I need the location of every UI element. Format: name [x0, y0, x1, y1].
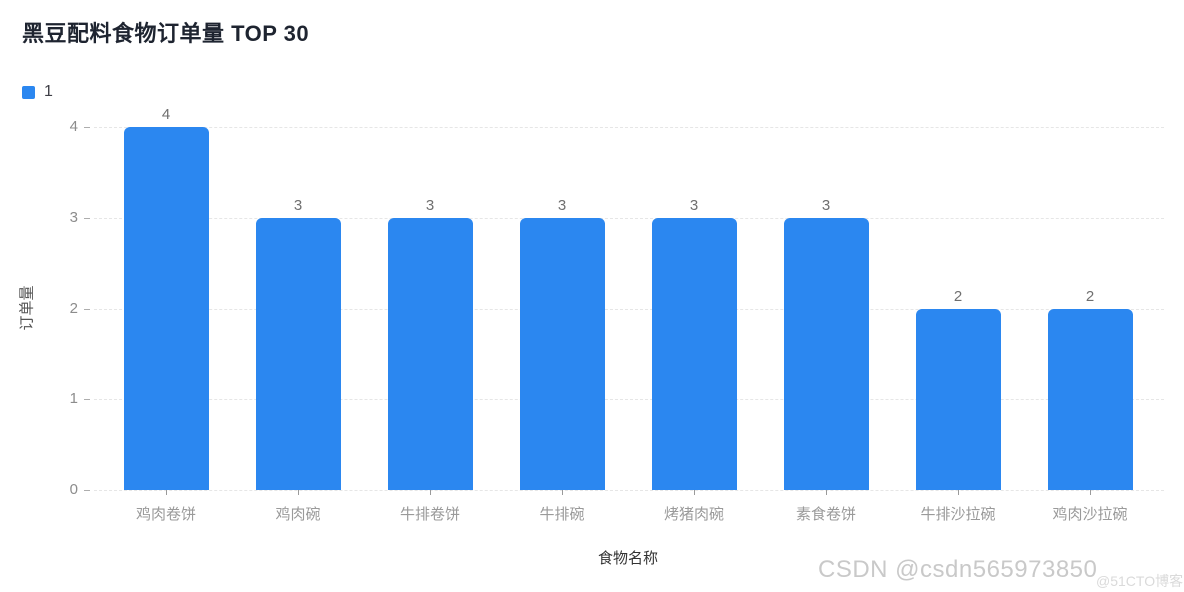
plot-area: 4 鸡肉卷饼 3 鸡肉碗 3 牛排卷饼 3 牛排碗 3 烤猪肉碗 3 素食卷饼 2 牛排沙拉碗 2 鸡肉沙拉碗: [94, 107, 1164, 523]
bar[interactable]: [519, 217, 605, 490]
x-axis-category-label: 牛排碗: [539, 506, 585, 523]
bar-slot: 3 鸡肉碗: [232, 127, 364, 523]
bar[interactable]: [915, 308, 1001, 490]
x-axis-tick: [298, 490, 299, 495]
x-axis-title: 食物名称: [597, 550, 658, 567]
watermark-csdn: CSDN @csdn565973850: [818, 556, 1098, 583]
x-axis-category-label: 鸡肉碗: [275, 506, 321, 523]
bar-value-label: 2: [1085, 287, 1095, 305]
y-axis-title: 订单量: [18, 285, 36, 331]
bar-series: 4 鸡肉卷饼 3 鸡肉碗 3 牛排卷饼 3 牛排碗 3 烤猪肉碗 3 素食卷饼 2 牛排沙拉碗 2 鸡肉沙拉碗: [100, 107, 1156, 523]
gridline: [94, 308, 1164, 310]
bar-slot: 3 素食卷饼: [760, 127, 892, 523]
legend-label: 1: [44, 83, 53, 100]
bar-slot: 3 牛排卷饼: [364, 127, 496, 523]
x-axis-category-label: 牛排沙拉碗: [920, 506, 996, 523]
y-axis-tick-label: 2: [69, 299, 78, 317]
legend-item[interactable]: 1: [22, 84, 53, 100]
y-axis-tick: [84, 490, 90, 491]
x-axis-tick: [166, 490, 167, 495]
x-axis-tick: [958, 490, 959, 495]
bar[interactable]: [651, 217, 737, 490]
x-axis-category-label: 烤猪肉碗: [663, 506, 724, 523]
bar-value-label: 2: [953, 287, 963, 305]
x-axis-category-label: 鸡肉沙拉碗: [1052, 506, 1128, 523]
y-axis-tick: [84, 308, 90, 310]
bar[interactable]: [123, 127, 209, 490]
x-axis-category-label: 鸡肉卷饼: [135, 506, 196, 523]
bar[interactable]: [387, 217, 473, 490]
bar-value-label: 3: [689, 196, 699, 214]
legend-swatch: [22, 85, 35, 99]
gridline: [94, 217, 1164, 219]
x-axis-category-label: 素食卷饼: [795, 506, 856, 523]
bar-value-label: 4: [161, 106, 171, 123]
bar-slot: 3 烤猪肉碗: [628, 127, 760, 523]
bar[interactable]: [783, 217, 869, 490]
x-axis-tick: [826, 490, 827, 495]
bar-slot: 4 鸡肉卷饼: [100, 107, 232, 523]
x-axis-tick: [562, 490, 563, 495]
chart-title: 黑豆配料食物订单量 TOP 30: [22, 21, 310, 46]
bar-slot: 2 牛排沙拉碗: [892, 127, 1024, 523]
bar[interactable]: [255, 217, 341, 490]
gridline: [94, 490, 1164, 491]
x-axis-tick: [694, 490, 695, 495]
bar-value-label: 3: [821, 196, 831, 214]
bar-value-label: 3: [425, 196, 435, 214]
y-axis-tick: [84, 127, 90, 128]
gridline: [94, 399, 1164, 401]
y-axis-tick-label: 1: [69, 390, 78, 408]
x-axis-tick: [1090, 490, 1091, 495]
gridline: [94, 127, 1164, 128]
bar-slot: 2 鸡肉沙拉碗: [1024, 127, 1156, 523]
y-axis-tick: [84, 217, 90, 219]
bar-value-label: 3: [293, 196, 303, 214]
x-axis-tick: [430, 490, 431, 495]
y-axis-tick: [84, 399, 90, 401]
x-axis-category-label: 牛排卷饼: [399, 506, 460, 523]
y-axis-tick-label: 3: [69, 208, 78, 226]
bar[interactable]: [1047, 308, 1133, 490]
watermark-51cto: @51CTO博客: [1096, 573, 1184, 589]
bar-value-label: 3: [557, 196, 567, 214]
y-axis-tick-label: 0: [69, 481, 78, 498]
bar-slot: 3 牛排碗: [496, 127, 628, 523]
y-axis-tick-label: 4: [69, 118, 78, 135]
